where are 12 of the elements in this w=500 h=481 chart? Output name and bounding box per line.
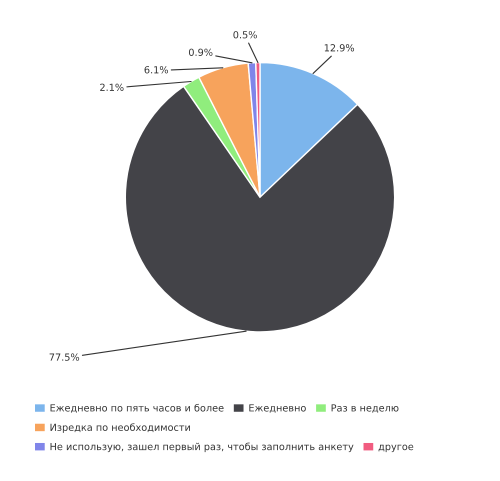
legend-label: Не использую, зашел первый раз, чтобы заполнить анкету [50,442,354,452]
data-label: 12.9% [324,44,354,52]
legend-label: Ежедневно [249,404,306,413]
data-label: 2.1% [100,84,124,91]
data-label: 0.5% [233,31,257,38]
data-label: 77.5% [50,353,80,361]
legend-label: Раз в неделю [332,404,398,413]
legend-label: другое [378,444,414,452]
legend-label: Ежедневно по пять часов и более [50,404,224,413]
data-label: 6.1% [144,66,168,74]
legend-label: Изредка по необходимости [50,423,190,433]
data-label: 0.9% [188,48,212,56]
